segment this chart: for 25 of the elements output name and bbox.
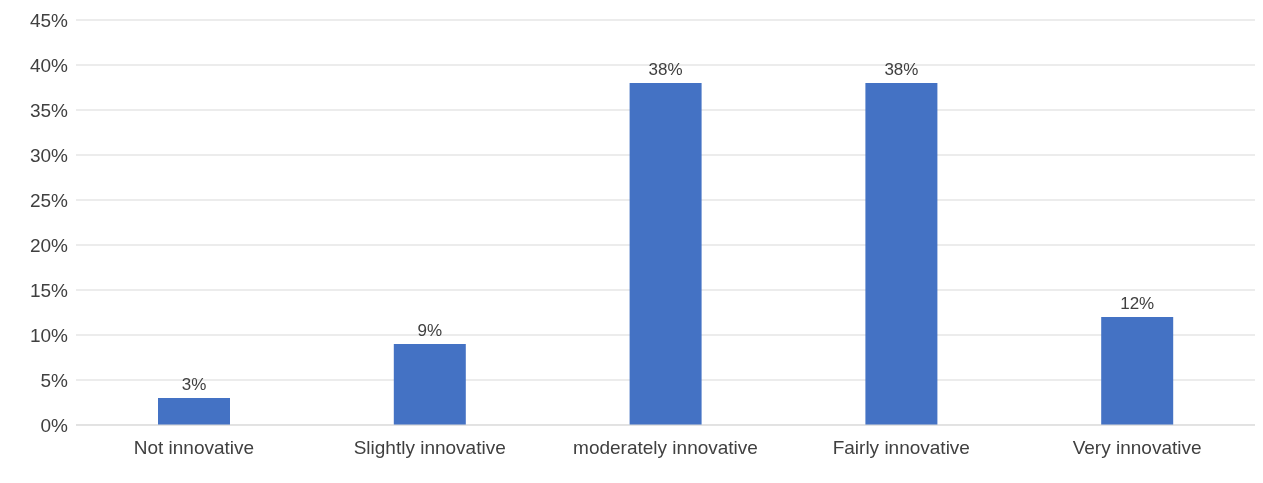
y-tick-label: 0% bbox=[40, 414, 69, 436]
bar bbox=[393, 344, 466, 425]
y-tick-label: 25% bbox=[29, 189, 69, 211]
data-label: 38% bbox=[648, 60, 683, 79]
y-tick-label: 40% bbox=[29, 54, 69, 76]
y-tick-label: 35% bbox=[29, 99, 69, 121]
x-tick-label: moderately innovative bbox=[573, 437, 758, 459]
bar bbox=[865, 83, 938, 425]
y-tick-label: 5% bbox=[40, 369, 69, 391]
data-label: 9% bbox=[417, 321, 443, 340]
data-label: 12% bbox=[1120, 294, 1155, 313]
y-tick-label: 20% bbox=[29, 234, 69, 256]
bar bbox=[1101, 317, 1174, 425]
x-tick-label: Very innovative bbox=[1072, 437, 1202, 459]
x-tick-label: Slightly innovative bbox=[353, 437, 506, 459]
data-label: 38% bbox=[884, 60, 919, 79]
y-tick-label: 45% bbox=[29, 9, 69, 31]
y-tick-label: 10% bbox=[29, 324, 69, 346]
x-tick-label: Fairly innovative bbox=[832, 437, 970, 459]
bar bbox=[629, 83, 702, 425]
y-tick-label: 30% bbox=[29, 144, 69, 166]
x-tick-label: Not innovative bbox=[133, 437, 255, 459]
bar bbox=[158, 398, 230, 425]
y-tick-label: 15% bbox=[29, 279, 69, 301]
data-label: 3% bbox=[181, 375, 207, 394]
